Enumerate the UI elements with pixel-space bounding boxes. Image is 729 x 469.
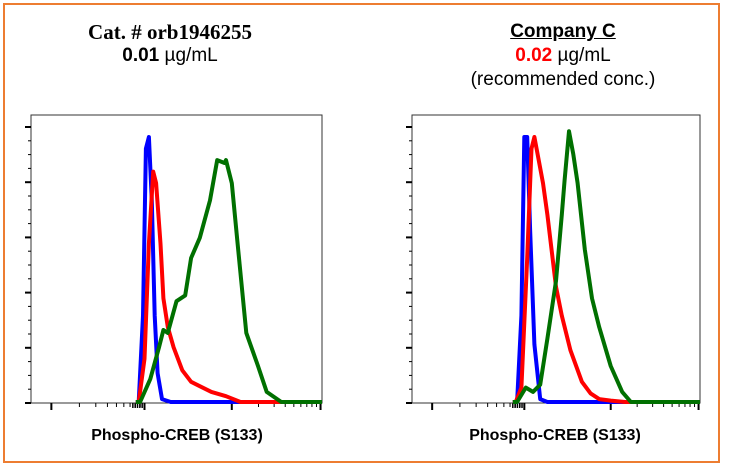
red-histogram	[512, 135, 700, 404]
conc-value: 0.02	[515, 45, 553, 66]
concentration: 0.02 µg/mL	[413, 44, 713, 68]
panel-title: Company C	[510, 21, 616, 42]
panel-header-left: Cat. # orb1946255 0.01 µg/mL	[20, 20, 320, 68]
panel-title: Cat. # orb1946255	[88, 20, 252, 44]
conc-unit: µg/mL	[159, 45, 218, 66]
green-histogram	[512, 129, 700, 404]
x-axis-label: Phospho-CREB (S133)	[91, 427, 263, 444]
conc-unit: µg/mL	[552, 45, 611, 66]
conc-value: 0.01	[122, 45, 160, 66]
red-histogram	[135, 169, 322, 404]
green-histogram	[135, 158, 322, 404]
panel-note: (recommended conc.)	[470, 69, 656, 90]
concentration: 0.01 µg/mL	[20, 44, 320, 68]
figure-border	[3, 3, 720, 463]
x-axis-label: Phospho-CREB (S133)	[469, 427, 641, 444]
panel-header-right: Company C 0.02 µg/mL (recommended conc.)	[413, 20, 713, 92]
